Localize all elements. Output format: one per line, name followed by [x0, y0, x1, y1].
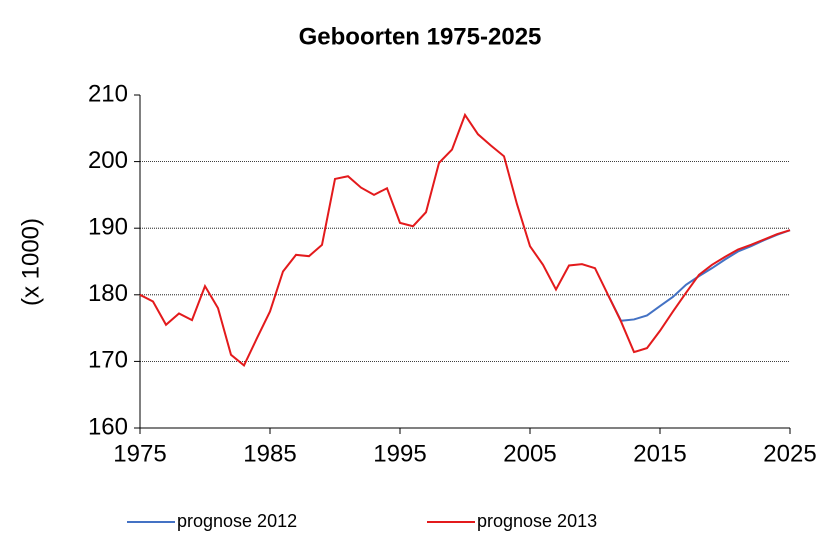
x-tick-label: 2015 [633, 440, 686, 467]
x-tick-label: 2025 [763, 440, 816, 467]
y-tick-label: 210 [88, 80, 128, 107]
y-tick-label: 190 [88, 214, 128, 241]
y-tick-label: 160 [88, 413, 128, 440]
y-tick-label: 200 [88, 147, 128, 174]
chart-title: Geboorten 1975-2025 [299, 23, 542, 50]
x-tick-label: 1995 [373, 440, 426, 467]
y-tick-label: 170 [88, 347, 128, 374]
x-tick-label: 1975 [113, 440, 166, 467]
series-line [139, 112, 791, 367]
legend-label: prognose 2013 [477, 511, 597, 531]
y-tick-label: 180 [88, 280, 128, 307]
legend-label: prognose 2012 [177, 511, 297, 531]
x-tick-label: 1985 [243, 440, 296, 467]
x-tick-label: 2005 [503, 440, 556, 467]
y-axis-label: (x 1000) [17, 218, 44, 306]
